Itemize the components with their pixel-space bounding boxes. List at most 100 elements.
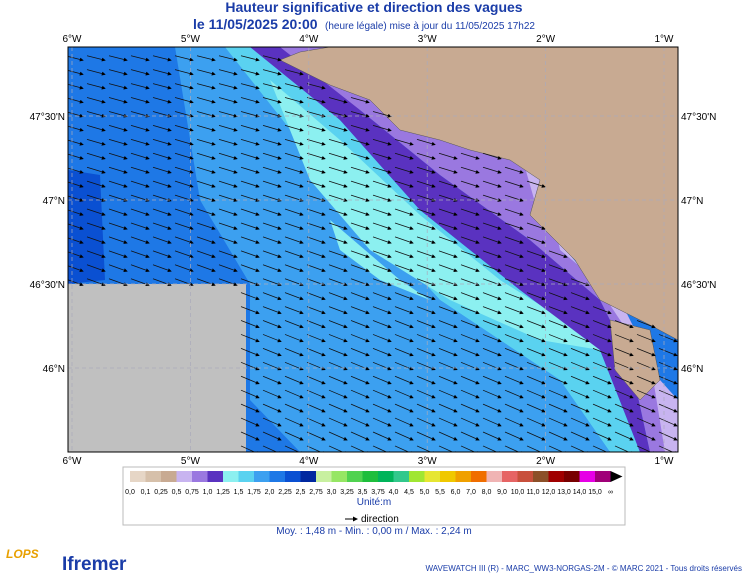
wave-arrow <box>416 152 436 160</box>
wave-arrow <box>174 180 194 188</box>
wave-arrow <box>86 194 106 202</box>
wave-arrow <box>438 431 458 441</box>
wave-arrow <box>372 445 392 452</box>
wave-arrow <box>68 223 84 230</box>
wave-arrow <box>284 320 304 329</box>
wave-arrow <box>108 125 128 132</box>
wave-arrow <box>394 431 414 441</box>
wave-arrow <box>240 111 260 118</box>
wave-arrow <box>174 97 194 104</box>
wave-arrow <box>130 166 150 174</box>
wave-arrow <box>262 320 282 329</box>
wave-arrow <box>152 264 172 273</box>
legend-label: 3,5 <box>358 489 368 496</box>
wave-arrow <box>108 236 128 244</box>
wave-arrow <box>570 361 590 371</box>
wave-arrow <box>350 431 370 441</box>
wave-arrow <box>86 111 106 118</box>
wave-arrow <box>372 278 392 287</box>
wave-arrow <box>350 138 370 146</box>
wave-arrow <box>658 445 678 452</box>
wave-arrow <box>152 180 172 188</box>
wave-arrow <box>174 250 194 259</box>
wave-arrow <box>68 111 84 118</box>
title: Hauteur significative et direction des v… <box>225 0 522 15</box>
wave-arrow <box>262 389 282 399</box>
wave-arrow <box>350 403 370 413</box>
wave-arrow <box>328 375 348 385</box>
wave-arrow <box>438 292 458 301</box>
wave-arrow <box>306 152 326 160</box>
wave-arrow <box>570 306 590 315</box>
wave-arrow <box>570 334 590 343</box>
wave-arrow <box>68 83 84 90</box>
legend-swatch <box>347 471 363 482</box>
wave-arrow <box>328 222 348 230</box>
wave-arrow <box>416 180 436 188</box>
wave-arrow <box>130 264 150 273</box>
wave-arrow <box>240 194 260 202</box>
wave-arrow <box>460 306 480 315</box>
legend-label: 2,75 <box>309 489 323 496</box>
wave-arrow <box>86 152 106 160</box>
wave-arrow <box>526 431 546 441</box>
wave-arrow <box>416 375 436 385</box>
wave-arrow <box>218 55 238 62</box>
wave-arrow <box>262 250 282 259</box>
wave-arrow <box>240 445 260 452</box>
wave-arrow <box>438 361 458 371</box>
wave-arrow <box>196 222 216 230</box>
wave-arrow <box>504 417 524 427</box>
wave-arrow <box>614 417 634 427</box>
wave-arrow <box>218 152 238 160</box>
wave-arrow <box>592 389 612 399</box>
wave-arrow <box>240 180 260 188</box>
wave-arrow <box>416 236 436 244</box>
legend-end <box>610 471 623 482</box>
wave-arrow <box>460 166 480 174</box>
wave-arrow <box>152 97 172 104</box>
wave-arrow <box>284 125 304 132</box>
legend-label: 4,0 <box>389 489 399 496</box>
wave-arrow <box>152 125 172 132</box>
wave-arrow <box>504 431 524 441</box>
wave-arrow <box>460 180 480 188</box>
wave-arrow <box>152 83 172 90</box>
wave-arrow <box>240 403 260 413</box>
wave-arrow <box>372 348 392 357</box>
wave-arrow <box>262 264 282 273</box>
wave-arrow <box>350 334 370 343</box>
wave-arrow <box>416 292 436 301</box>
lat-label: 47°30'N <box>30 112 65 123</box>
wave-arrow <box>306 236 326 244</box>
wave-arrow <box>68 125 84 132</box>
ifremer-logo: Ifremer <box>62 554 127 575</box>
wave-arrow <box>284 138 304 146</box>
wave-arrow <box>504 334 524 343</box>
wave-arrow <box>174 152 194 160</box>
wave-arrow <box>570 445 590 452</box>
wave-arrow <box>350 236 370 244</box>
wave-arrow <box>350 125 370 132</box>
wave-arrow <box>570 389 590 399</box>
lon-label: 2°W <box>536 34 556 45</box>
legend-label: 1,5 <box>234 489 244 496</box>
wave-arrow <box>570 431 590 441</box>
wave-arrow <box>328 334 348 343</box>
legend-swatch <box>517 471 533 482</box>
wave-arrow <box>328 250 348 259</box>
wave-arrow <box>218 208 238 216</box>
legend-swatch <box>207 471 223 482</box>
wave-arrow <box>460 320 480 329</box>
wave-arrow <box>328 125 348 132</box>
wave-arrow <box>262 208 282 216</box>
wave-arrow <box>174 55 194 62</box>
wave-arrow <box>174 138 194 146</box>
wave-arrow <box>394 194 414 202</box>
update-note: (heure légale) mise à jour du 11/05/2025… <box>325 21 535 32</box>
wave-arrow <box>658 431 678 441</box>
wave-arrow <box>130 97 150 104</box>
legend-swatch <box>424 471 440 482</box>
wave-arrow <box>504 264 524 273</box>
wave-arrow <box>68 251 84 259</box>
